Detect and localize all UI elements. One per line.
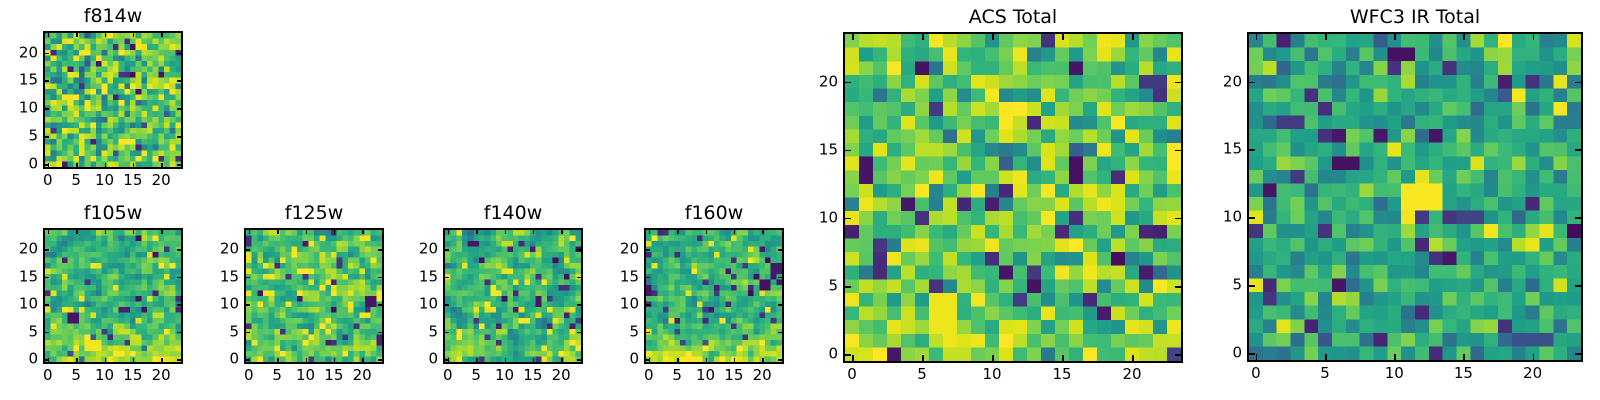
x-tick-label-10: 10: [94, 366, 115, 384]
y-tick-label-0: 0: [28, 154, 38, 173]
y-tick-label-15: 15: [18, 70, 38, 89]
x-tick-label-20: 20: [551, 366, 571, 384]
panel-f814w: f814w 0 5 10 15 20 0 5 10 15 20: [19, 7, 183, 188]
y-tick-label-15: 15: [418, 267, 438, 286]
heatmap-wfc3-ir-total: [1249, 34, 1581, 360]
y-tick-label-15: 15: [619, 267, 639, 286]
y-tick-label-10: 10: [418, 294, 438, 313]
y-tick-label-10: 10: [1222, 207, 1242, 226]
x-tick-label-0: 0: [244, 366, 254, 384]
y-tick-label-15: 15: [1222, 139, 1242, 158]
y-tick-label-10: 10: [219, 294, 239, 313]
y-tick-label-10: 10: [818, 208, 838, 227]
y-tick-label-5: 5: [428, 322, 438, 341]
panel-f140w: f140w 0 5 10 15 20 0 5 10 15 20: [419, 204, 583, 383]
x-tick-label-0: 0: [1251, 364, 1261, 382]
x-tick-label-20: 20: [151, 171, 171, 189]
y-tick-label-0: 0: [629, 349, 639, 368]
heatmap-f105w: [45, 230, 181, 362]
x-tick-label-0: 0: [644, 366, 654, 384]
x-tick-label-15: 15: [1052, 365, 1072, 383]
panel-title-f125w: f125w: [284, 202, 344, 224]
x-tick-label-10: 10: [1384, 364, 1404, 382]
y-tick-label-0: 0: [828, 344, 838, 363]
y-tick-label-20: 20: [818, 72, 838, 91]
panel-title-f814w: f814w: [83, 5, 143, 27]
x-tick-label-5: 5: [1320, 364, 1330, 382]
x-tick-label-0: 0: [43, 366, 53, 384]
heatmap-f160w: [646, 230, 782, 362]
panel-title-f160w: f160w: [684, 202, 744, 224]
x-tick-label-5: 5: [672, 366, 682, 384]
x-tick-label-0: 0: [43, 171, 53, 189]
y-tick-label-0: 0: [428, 349, 438, 368]
y-tick-label-20: 20: [18, 43, 38, 62]
panel-f125w: f125w 0 5 10 15 20 0 5 10 15 20: [220, 204, 384, 383]
panel-title-wfc3-ir-total: WFC3 IR Total: [1349, 6, 1481, 28]
heatmap-f125w: [246, 230, 382, 362]
heatmap-acs-total: [845, 34, 1181, 361]
x-tick-label-15: 15: [123, 171, 143, 189]
x-tick-label-20: 20: [352, 366, 372, 384]
x-tick-label-10: 10: [94, 171, 115, 189]
y-tick-label-0: 0: [28, 349, 38, 368]
panel-title-f105w: f105w: [83, 202, 143, 224]
x-tick-label-20: 20: [1122, 365, 1142, 383]
heatmap-f140w: [445, 230, 581, 362]
x-tick-label-15: 15: [123, 366, 143, 384]
panel-f160w: f160w 0 5 10 15 20 0 5 10 15 20: [620, 204, 784, 383]
x-tick-label-20: 20: [1523, 364, 1543, 382]
x-tick-label-5: 5: [71, 171, 81, 189]
y-tick-label-10: 10: [18, 294, 38, 313]
y-tick-label-5: 5: [229, 322, 239, 341]
x-tick-label-10: 10: [982, 365, 1002, 383]
x-tick-label-15: 15: [324, 366, 344, 384]
x-tick-label-10: 10: [494, 366, 515, 384]
panel-f105w: f105w 0 5 10 15 20 0 5 10 15 20: [19, 204, 183, 383]
y-tick-label-20: 20: [18, 239, 38, 258]
y-tick-label-5: 5: [28, 322, 38, 341]
x-tick-label-5: 5: [471, 366, 481, 384]
x-tick-label-20: 20: [151, 366, 171, 384]
x-tick-label-20: 20: [752, 366, 772, 384]
x-tick-label-10: 10: [295, 366, 316, 384]
heatmap-f814w: [45, 33, 181, 167]
y-tick-label-10: 10: [18, 98, 38, 117]
y-tick-label-15: 15: [818, 140, 838, 159]
x-tick-label-15: 15: [523, 366, 543, 384]
y-tick-label-0: 0: [1232, 343, 1242, 362]
panel-title-f140w: f140w: [483, 202, 543, 224]
y-tick-label-15: 15: [18, 267, 38, 286]
x-tick-label-15: 15: [724, 366, 744, 384]
x-tick-label-10: 10: [695, 366, 716, 384]
y-tick-label-10: 10: [619, 294, 639, 313]
y-tick-label-5: 5: [1232, 275, 1242, 294]
y-tick-label-5: 5: [828, 276, 838, 295]
y-tick-label-20: 20: [219, 239, 239, 258]
y-tick-label-20: 20: [418, 239, 438, 258]
y-tick-label-20: 20: [619, 239, 639, 258]
x-tick-label-0: 0: [847, 365, 857, 383]
panel-acs-total: ACS Total 0 5 10 15 20 0 5 10 15 20: [819, 8, 1183, 382]
y-tick-label-5: 5: [28, 126, 38, 145]
x-tick-label-0: 0: [443, 366, 453, 384]
x-tick-label-5: 5: [272, 366, 282, 384]
panel-wfc3-ir-total: WFC3 IR Total 0 5 10 15 20 0 5 10 15 20: [1223, 8, 1583, 381]
x-tick-label-5: 5: [917, 365, 927, 383]
x-tick-label-15: 15: [1453, 364, 1473, 382]
panel-title-acs-total: ACS Total: [968, 6, 1058, 28]
y-tick-label-20: 20: [1222, 72, 1242, 91]
y-tick-label-0: 0: [229, 349, 239, 368]
y-tick-label-15: 15: [219, 267, 239, 286]
x-tick-label-5: 5: [71, 366, 81, 384]
y-tick-label-5: 5: [629, 322, 639, 341]
